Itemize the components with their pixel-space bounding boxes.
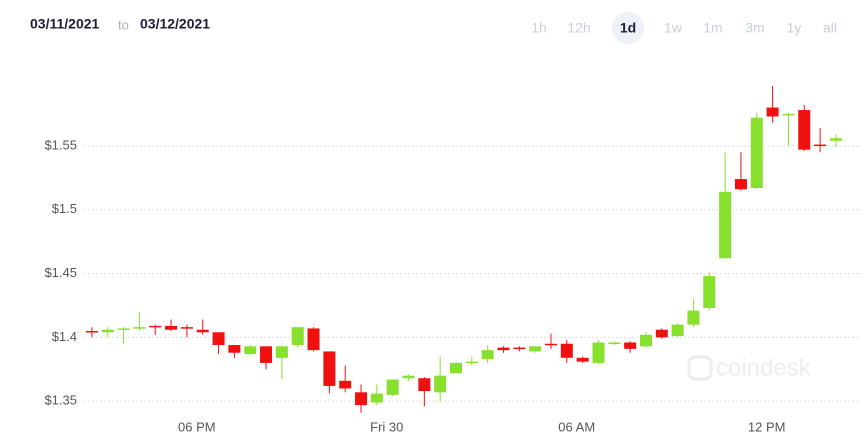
candle-body — [339, 380, 352, 389]
candle-body — [85, 331, 98, 333]
candle-body — [766, 107, 779, 117]
candle-body — [307, 328, 320, 351]
candle-body — [750, 117, 763, 188]
candle-body — [513, 347, 526, 350]
candle-body — [196, 329, 209, 333]
y-tick-label: $1.5 — [52, 201, 77, 216]
candle-body — [260, 346, 273, 363]
range-button[interactable]: 1m — [703, 20, 722, 36]
candle-body — [592, 342, 605, 363]
candle-body — [703, 276, 716, 309]
candle-body — [687, 310, 700, 325]
candle-body — [434, 375, 447, 393]
candle-body — [560, 343, 573, 358]
watermark-text: coindesk — [716, 354, 812, 381]
candle-body — [671, 324, 684, 337]
candle-body — [244, 346, 257, 354]
candle-body — [608, 342, 621, 344]
candle-body — [355, 392, 368, 406]
candle-body — [814, 144, 827, 147]
candle-body — [323, 351, 336, 386]
candle-body — [655, 329, 668, 338]
candle-body — [782, 113, 795, 116]
candle-body — [465, 361, 478, 364]
candle-body — [576, 357, 589, 362]
candle-body — [529, 346, 542, 352]
candle-body — [133, 327, 146, 329]
range-button[interactable]: 1h — [531, 20, 547, 36]
range-button[interactable]: all — [823, 20, 837, 36]
watermark: coindesk — [687, 354, 812, 381]
candle-body — [497, 347, 510, 351]
y-tick-label: $1.45 — [44, 265, 77, 280]
candle-body — [228, 345, 241, 353]
candle-body — [165, 325, 178, 330]
candle-body — [639, 334, 652, 347]
candle-body — [370, 393, 383, 403]
range-button[interactable]: 3m — [745, 20, 764, 36]
candle-body — [212, 332, 225, 346]
candle-body — [798, 110, 811, 150]
watermark-icon — [687, 355, 713, 381]
range-button[interactable]: 1y — [787, 20, 802, 36]
candle-body — [180, 327, 193, 329]
date-separator: to — [118, 17, 129, 32]
date-to: 03/12/2021 — [140, 16, 210, 32]
candle-body — [719, 191, 732, 259]
candle-body — [418, 378, 431, 392]
y-tick-label: $1.55 — [44, 137, 77, 152]
range-button[interactable]: 1w — [664, 20, 683, 36]
candle-body — [829, 138, 842, 141]
candle-body — [117, 328, 130, 330]
candle-body — [544, 343, 557, 346]
date-from: 03/11/2021 — [30, 16, 100, 32]
candle-body — [275, 346, 288, 358]
selected-range-bg — [612, 12, 644, 44]
candle-body — [450, 362, 463, 374]
candle-body — [481, 350, 494, 360]
range-button[interactable]: 1d — [620, 20, 636, 36]
range-button[interactable]: 12h — [567, 20, 590, 36]
candle-body — [386, 379, 399, 395]
y-tick-label: $1.35 — [44, 393, 77, 408]
candle-body — [734, 179, 747, 190]
x-tick-label: 06 AM — [558, 419, 595, 434]
candle-body — [624, 342, 637, 349]
candle-body — [101, 329, 114, 333]
candle-body — [402, 375, 415, 379]
candle-body — [291, 327, 304, 346]
x-tick-label: 12 PM — [748, 419, 786, 434]
x-tick-label: Fri 30 — [370, 419, 403, 434]
y-tick-label: $1.4 — [52, 329, 77, 344]
candle-body — [149, 325, 162, 328]
x-tick-label: 06 PM — [178, 419, 216, 434]
